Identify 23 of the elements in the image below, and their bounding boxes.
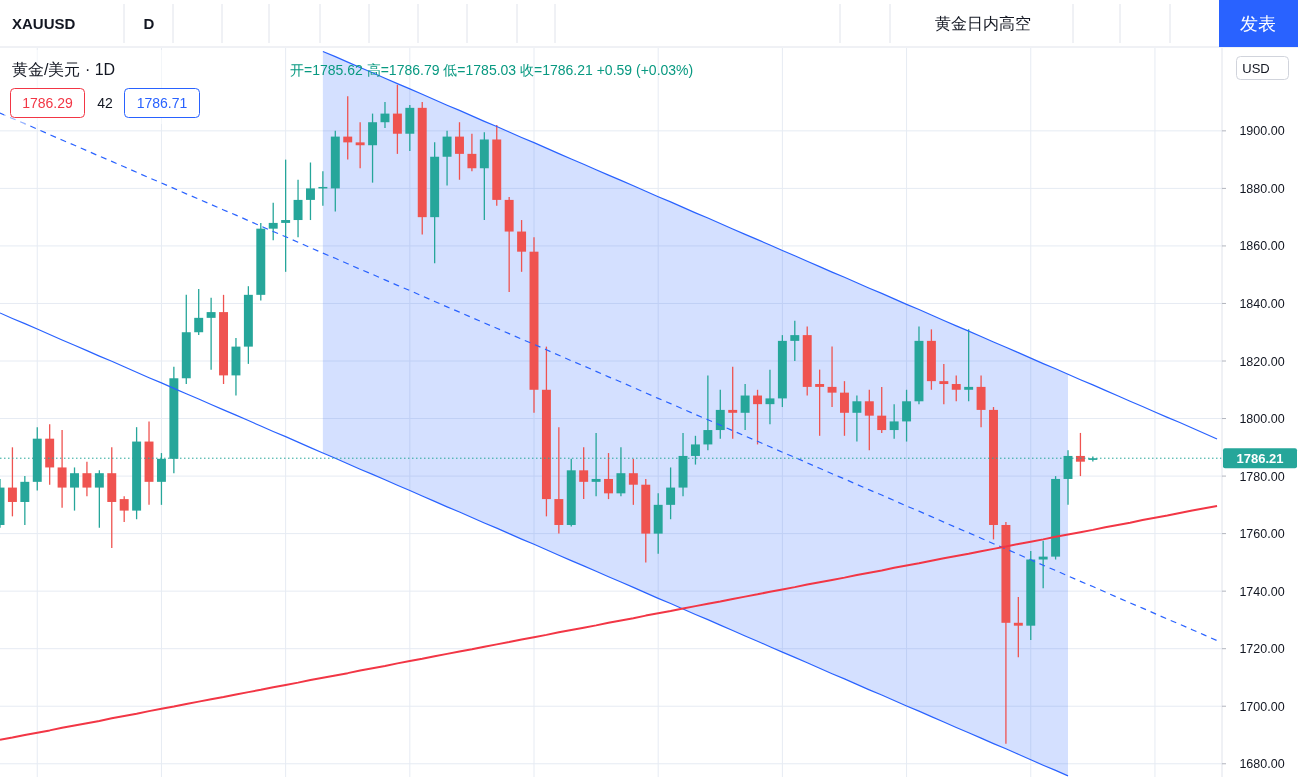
y-tick-label: 1780.00 [1239, 469, 1285, 484]
chart-title: XAUUSD [12, 15, 76, 32]
annotation: 开=1785.62 高=1786.79 低=1785.03 收=1786.21 +0.59 (+0.03%) [290, 62, 694, 78]
text: 黄金日内高空 [935, 15, 1031, 32]
y-tick-label: 1900.00 [1239, 124, 1285, 139]
y-tick-label: 1860.00 [1239, 239, 1285, 254]
y-tick-label: 1680.00 [1239, 757, 1285, 772]
annotation: 1786.71 [136, 95, 188, 111]
text: 黄金/美元 · 1D [12, 61, 116, 78]
annotation: 42 [97, 95, 113, 111]
y-tick-label: 1700.00 [1239, 699, 1285, 714]
text: USD [1242, 61, 1270, 76]
ref-line-label: 1786.21 [1236, 451, 1284, 467]
y-tick-label: 1760.00 [1239, 527, 1285, 542]
y-tick-label: 1880.00 [1239, 181, 1285, 196]
y-tick-label: 1820.00 [1239, 354, 1285, 369]
text: D [143, 15, 155, 32]
y-tick-label: 1720.00 [1239, 642, 1285, 657]
y-tick-label: 1840.00 [1239, 296, 1285, 311]
text: 发表 [1240, 14, 1276, 34]
y-tick-label: 1800.00 [1239, 412, 1285, 427]
y-tick-label: 1740.00 [1239, 584, 1285, 599]
annotation: 1786.29 [22, 95, 74, 111]
